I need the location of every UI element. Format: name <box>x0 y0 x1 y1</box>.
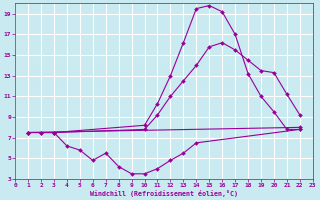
X-axis label: Windchill (Refroidissement éolien,°C): Windchill (Refroidissement éolien,°C) <box>90 190 238 197</box>
